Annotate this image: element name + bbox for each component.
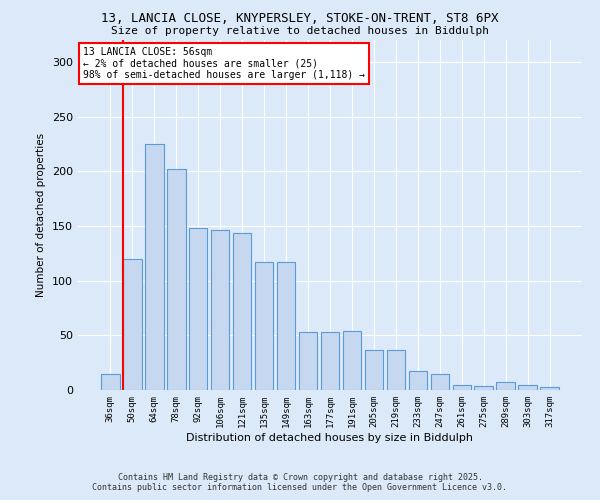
Bar	[343, 331, 361, 390]
Bar	[101, 374, 119, 390]
Y-axis label: Number of detached properties: Number of detached properties	[37, 133, 46, 297]
Text: 13, LANCIA CLOSE, KNYPERSLEY, STOKE-ON-TRENT, ST8 6PX: 13, LANCIA CLOSE, KNYPERSLEY, STOKE-ON-T…	[101, 12, 499, 26]
Bar	[167, 169, 185, 390]
Bar	[475, 386, 493, 390]
Bar	[496, 382, 515, 390]
Bar	[299, 332, 317, 390]
Bar	[277, 262, 295, 390]
Bar	[189, 228, 208, 390]
Bar	[541, 386, 559, 390]
Text: Size of property relative to detached houses in Biddulph: Size of property relative to detached ho…	[111, 26, 489, 36]
Bar	[452, 384, 471, 390]
Bar	[233, 232, 251, 390]
Bar	[123, 259, 142, 390]
Bar	[211, 230, 229, 390]
Bar	[145, 144, 164, 390]
Text: 13 LANCIA CLOSE: 56sqm
← 2% of detached houses are smaller (25)
98% of semi-deta: 13 LANCIA CLOSE: 56sqm ← 2% of detached …	[83, 47, 365, 80]
Bar	[431, 374, 449, 390]
Bar	[320, 332, 340, 390]
Text: Contains HM Land Registry data © Crown copyright and database right 2025.
Contai: Contains HM Land Registry data © Crown c…	[92, 473, 508, 492]
Bar	[255, 262, 274, 390]
X-axis label: Distribution of detached houses by size in Biddulph: Distribution of detached houses by size …	[187, 432, 473, 442]
Bar	[365, 350, 383, 390]
Bar	[386, 350, 405, 390]
Bar	[518, 384, 537, 390]
Bar	[409, 372, 427, 390]
